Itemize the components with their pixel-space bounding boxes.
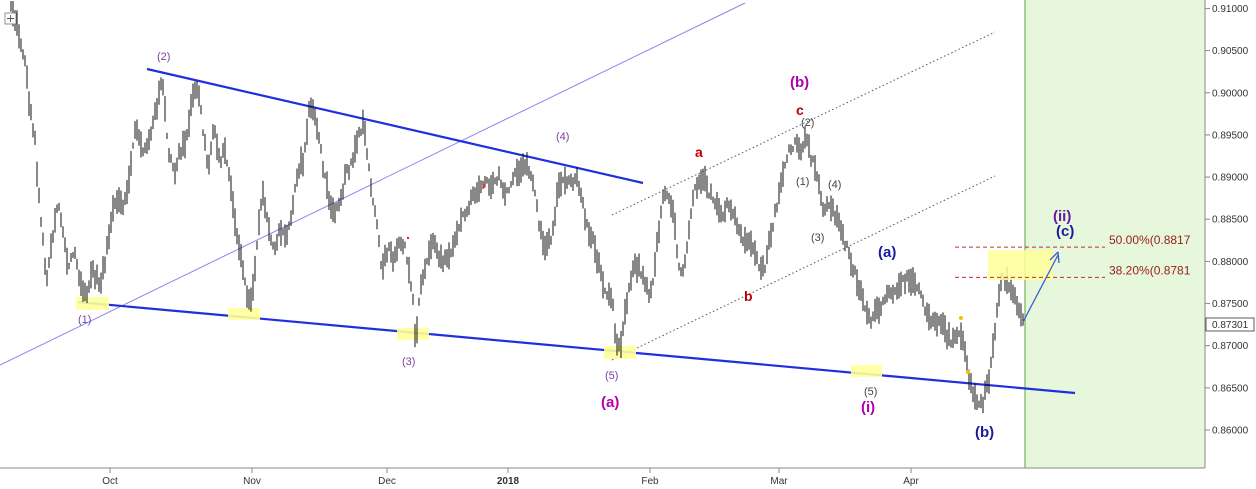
y-tick-label: 0.90000: [1212, 88, 1249, 99]
wave-label: (ii): [1053, 208, 1071, 225]
marker-dot: [406, 236, 410, 240]
projection-arrow-head: [1049, 251, 1060, 264]
touch-highlight: [851, 365, 882, 377]
y-axis-ticks: 0.91000 0.90500 0.90000 0.89500 0.89000 0.885…: [1205, 4, 1249, 437]
wave-label: (i): [861, 399, 875, 416]
x-tick-label: Nov: [243, 476, 261, 487]
wave-label: (a): [878, 244, 896, 261]
price-bars: [10, 1, 1024, 414]
projection-arrow: [1022, 251, 1060, 323]
y-tick-label: 0.88000: [1212, 257, 1249, 268]
x-axis-ticks: Oct Nov Dec 2018 Feb Mar Apr: [102, 468, 919, 487]
y-tick-label: 0.86000: [1212, 426, 1249, 437]
y-tick-label: 0.87500: [1212, 299, 1249, 310]
wave-label: (c): [1056, 223, 1074, 240]
touch-highlight: [604, 346, 636, 359]
wave-label: b: [744, 288, 753, 304]
current-price-box: [1205, 317, 1255, 332]
x-tick-label: Dec: [378, 476, 396, 487]
fib-level-label: 38.20%(0.8781: [1109, 263, 1191, 277]
marker-dot: [966, 370, 970, 374]
current-price-marker: 0.87301: [1205, 317, 1255, 332]
wave-label: (5): [864, 386, 877, 398]
current-price-label: 0.87301: [1212, 320, 1249, 331]
x-tick-label: Oct: [102, 476, 118, 487]
wave-label: (2): [157, 51, 170, 63]
marker-dot: [482, 184, 486, 188]
y-tick-label: 0.91000: [1212, 4, 1249, 15]
y-tick-label: 0.89500: [1212, 130, 1249, 141]
wave-label: (5): [605, 370, 618, 382]
wave-label: (b): [790, 74, 809, 91]
fib-target-box: [988, 250, 1053, 280]
touch-highlight: [228, 308, 260, 320]
wave-label: (b): [975, 424, 994, 441]
y-tick-label: 0.90500: [1212, 46, 1249, 57]
x-tick-label: Mar: [770, 476, 788, 487]
wave-label: (a): [601, 394, 619, 411]
touch-highlight: [76, 297, 109, 310]
wave-label: (3): [811, 232, 824, 244]
wave-label: a: [695, 144, 703, 160]
crosshair-icon-glyph[interactable]: [7, 15, 14, 22]
crosshair-icon[interactable]: [4, 12, 17, 25]
wave-label: c: [796, 102, 804, 118]
x-tick-label: 2018: [497, 476, 520, 487]
wave-label: (1): [796, 176, 809, 188]
channel-line-lower: [611, 175, 996, 361]
x-tick-label: Apr: [903, 476, 919, 487]
trend-line-light: [0, 2, 746, 366]
touch-highlight: [397, 328, 429, 340]
y-tick-label: 0.86500: [1212, 383, 1249, 394]
fib-zone: 50.00%(0.8817 38.20%(0.8781: [955, 233, 1191, 280]
wave-labels: (1) (2) (3) (4) (5) (a) (b) a b c (2) (1…: [78, 51, 1074, 441]
fib-level-label: 50.00%(0.8817: [1109, 233, 1191, 247]
x-tick-label: Feb: [641, 476, 659, 487]
marker-dot: [959, 316, 963, 320]
y-tick-label: 0.89000: [1212, 173, 1249, 184]
wave-label: (3): [402, 356, 415, 368]
wave-label: (4): [828, 179, 841, 191]
projection-zone: [1025, 0, 1205, 468]
y-tick-label: 0.88500: [1212, 215, 1249, 226]
y-tick-label: 0.87000: [1212, 341, 1249, 352]
touch-highlights: [76, 297, 882, 377]
wave-label: (2): [801, 117, 814, 129]
wave-label: (1): [78, 314, 91, 326]
channel-line-upper: [611, 31, 996, 216]
wedge-upper-line: [146, 67, 644, 185]
wave-label: (4): [556, 131, 569, 143]
projection-arrow-shaft: [1022, 254, 1059, 323]
